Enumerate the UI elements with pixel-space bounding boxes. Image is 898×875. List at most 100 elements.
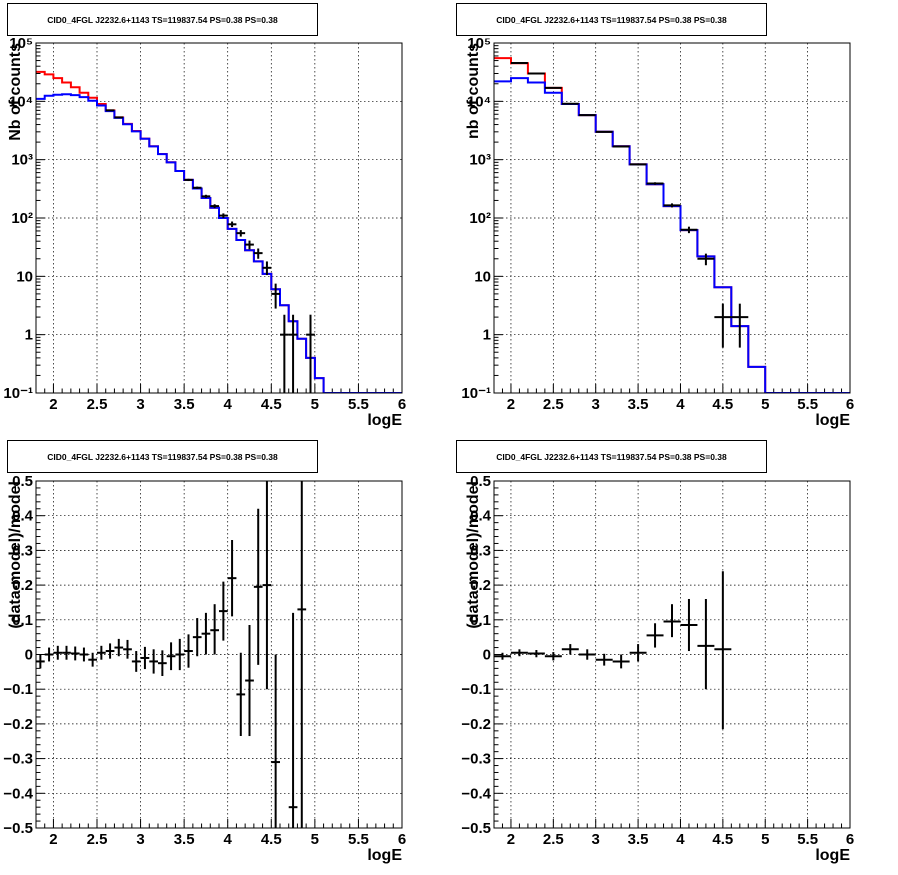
plot-panel-top-left: CID0_4FGL J2232.6+1143 TS=119837.54 PS=0… (0, 0, 449, 437)
y-tick-label: 10⁻¹ (3, 385, 33, 402)
chart-svg: 2 2.5 3 3.5 4 4.5 5 5.5 6 −0.5 −0.4 −0.3 −0.2 −0.1 0 0.… (3, 473, 406, 864)
plot-panel-bottom-right: CID0_4FGL J2232.6+1143 TS=119837.54 PS=0… (449, 437, 898, 875)
y-axis-label: (data-model)/model (7, 481, 24, 629)
y-tick-label: 0.4 (12, 508, 34, 525)
plot-panel-top-right: CID0_4FGL J2232.6+1143 TS=119837.54 PS=0… (449, 0, 898, 437)
y-tick-label: 0.4 (470, 508, 492, 525)
x-tick-label: 4.5 (712, 396, 733, 413)
x-tick-label: 2.5 (543, 831, 564, 848)
x-tick-label: 2 (507, 396, 515, 413)
x-tick-label: 4 (676, 831, 685, 848)
y-tick-label: 0 (483, 647, 491, 664)
x-axis-label: logE (367, 847, 402, 864)
y-tick-label: 10² (11, 210, 33, 227)
x-tick-label: 3 (136, 831, 144, 848)
y-tick-label: −0.2 (3, 716, 33, 733)
plot-frame (493, 42, 851, 394)
y-tick-label: 10³ (469, 152, 491, 169)
x-tick-label: 5 (311, 831, 319, 848)
y-tick-label: 0.1 (12, 612, 33, 629)
y-tick-label: −0.2 (461, 716, 491, 733)
y-tick-label: 1 (483, 327, 491, 344)
x-tick-label: 4.5 (261, 831, 282, 848)
plot-frame (493, 480, 851, 829)
plot-title: CID0_4FGL J2232.6+1143 TS=119837.54 PS=0… (456, 3, 767, 36)
y-axis-label: Nb of counts (7, 43, 24, 141)
data-layer (494, 571, 732, 730)
x-tick-label: 4 (224, 831, 233, 848)
series-line (494, 57, 850, 393)
x-tick-label: 2 (49, 396, 57, 413)
x-tick-label: 4.5 (261, 396, 282, 413)
y-axis-label: nb of counts (465, 43, 482, 139)
y-tick-label: 10⁴ (9, 93, 33, 110)
x-axis-label: logE (815, 412, 850, 429)
plot-panel-bottom-left: CID0_4FGL J2232.6+1143 TS=119837.54 PS=0… (0, 437, 449, 875)
x-tick-label: 3 (592, 831, 600, 848)
x-tick-label: 6 (398, 831, 406, 848)
x-axis-label: logE (367, 412, 402, 429)
x-tick-label: 2.5 (87, 396, 108, 413)
series-line (494, 77, 850, 393)
x-tick-label: 2 (507, 831, 515, 848)
data-layer (494, 57, 850, 393)
y-tick-label: 0.3 (470, 542, 491, 559)
x-tick-label: 5.5 (797, 396, 818, 413)
y-tick-label: 0.2 (12, 577, 33, 594)
y-tick-label: −0.4 (461, 785, 491, 802)
x-tick-label: 5 (761, 396, 769, 413)
series-line (36, 70, 402, 393)
x-tick-label: 3.5 (174, 831, 195, 848)
y-tick-label: 0.1 (470, 612, 491, 629)
chart-svg: 2 2.5 3 3.5 4 4.5 5 5.5 6 10⁻¹ 1 10 10² 10³ 10⁴ 10⁵ logE… (3, 35, 406, 429)
x-tick-label: 5 (311, 396, 319, 413)
y-tick-label: 10³ (11, 152, 33, 169)
plot-title: CID0_4FGL J2232.6+1143 TS=119837.54 PS=0… (7, 3, 318, 36)
x-tick-label: 6 (846, 831, 854, 848)
x-tick-label: 5 (761, 831, 769, 848)
y-tick-label: 1 (25, 327, 33, 344)
x-tick-label: 3.5 (628, 396, 649, 413)
x-axis-label: logE (815, 847, 850, 864)
y-tick-label: −0.3 (461, 751, 491, 768)
y-tick-label: −0.5 (3, 820, 33, 837)
data-layer (36, 481, 307, 828)
y-tick-label: −0.1 (461, 681, 491, 698)
x-tick-label: 5.5 (348, 396, 369, 413)
x-tick-label: 6 (398, 396, 406, 413)
y-tick-label: 10⁻¹ (461, 385, 491, 402)
x-tick-label: 2 (49, 831, 57, 848)
plot-title: CID0_4FGL J2232.6+1143 TS=119837.54 PS=0… (7, 440, 318, 473)
chart-svg: 2 2.5 3 3.5 4 4.5 5 5.5 6 −0.5 −0.4 −0.3 −0.2 −0.1 0 0.… (461, 473, 854, 864)
x-tick-label: 5.5 (348, 831, 369, 848)
chart-svg: 2 2.5 3 3.5 4 4.5 5 5.5 6 10⁻¹ 1 10 10² 10³ 10⁴ 10⁵ logE… (461, 35, 854, 429)
series-line (36, 93, 402, 393)
y-tick-label: 10⁵ (9, 35, 33, 52)
x-tick-label: 4.5 (712, 831, 733, 848)
x-tick-label: 2.5 (87, 831, 108, 848)
y-tick-label: 10² (469, 210, 491, 227)
y-tick-label: 0.5 (470, 473, 491, 490)
y-tick-label: 10 (474, 268, 491, 285)
plot-frame (35, 42, 403, 394)
x-tick-label: 2.5 (543, 396, 564, 413)
x-tick-label: 4 (224, 396, 233, 413)
y-tick-label: 10 (16, 268, 33, 285)
y-tick-label: 0 (25, 647, 33, 664)
x-tick-label: 3.5 (628, 831, 649, 848)
x-tick-label: 3.5 (174, 396, 195, 413)
y-tick-label: 0.2 (470, 577, 491, 594)
y-tick-label: −0.3 (3, 751, 33, 768)
y-tick-label: −0.5 (461, 820, 491, 837)
y-axis-label: (data-model)/model (465, 481, 482, 629)
x-tick-label: 4 (676, 396, 685, 413)
x-tick-label: 3 (592, 396, 600, 413)
y-tick-label: 0.5 (12, 473, 33, 490)
x-tick-label: 6 (846, 396, 854, 413)
y-tick-label: 10⁴ (467, 93, 491, 110)
data-layer (36, 70, 402, 393)
x-tick-label: 5.5 (797, 831, 818, 848)
y-tick-label: −0.4 (3, 785, 33, 802)
plot-title: CID0_4FGL J2232.6+1143 TS=119837.54 PS=0… (456, 440, 767, 473)
